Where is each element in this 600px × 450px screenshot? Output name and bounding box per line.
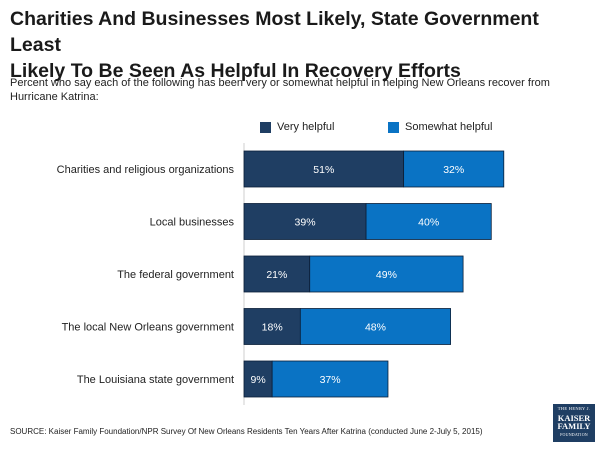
chart-title: Charities And Businesses Most Likely, St… <box>10 6 590 84</box>
data-label: 49% <box>376 269 397 281</box>
kff-logo: THE HENRY J. KAISER FAMILY FOUNDATION <box>553 404 595 442</box>
legend-swatch-somewhat-helpful <box>388 121 399 133</box>
category-label: Local businesses <box>150 217 235 229</box>
bar-somewhat-helpful <box>403 150 505 188</box>
legend-label-very-helpful: Very helpful <box>277 121 335 133</box>
chart-title-line1: Charities And Businesses Most Likely, St… <box>10 8 539 56</box>
legend-swatch-very-helpful <box>260 121 271 133</box>
category-label: The local New Orleans government <box>62 322 234 334</box>
data-label: 39% <box>295 217 316 229</box>
data-label: 48% <box>365 322 386 334</box>
legend-item-very-helpful: Very helpful <box>260 120 334 134</box>
data-label: 18% <box>262 322 283 334</box>
category-label: The federal government <box>117 269 234 281</box>
chart-title-line2: Likely To Be Seen As Helpful In Recovery… <box>10 60 461 82</box>
source-note: SOURCE: Kaiser Family Foundation/NPR Sur… <box>10 427 483 436</box>
logo-line1: THE HENRY J. <box>557 406 591 411</box>
data-label: 32% <box>443 164 464 176</box>
logo-line2: KAISER <box>557 412 591 423</box>
data-label: 40% <box>418 217 439 229</box>
chart-subtitle: Percent who say each of the following ha… <box>10 77 550 103</box>
bar-somewhat-helpful <box>299 308 451 345</box>
bar-chart: Charities and religious organizations 51%… <box>57 143 505 405</box>
bar-very-helpful <box>243 203 367 240</box>
data-label: 37% <box>320 374 341 386</box>
logo-line3: FAMILY <box>557 421 591 431</box>
bar-somewhat-helpful <box>271 360 389 398</box>
bar-somewhat-helpful <box>365 203 492 240</box>
bar-very-helpful <box>243 150 405 188</box>
category-label: The Louisiana state government <box>77 374 234 386</box>
data-label: 9% <box>250 374 265 386</box>
bar-very-helpful <box>243 308 301 345</box>
bar-somewhat-helpful <box>309 255 464 293</box>
data-label: 51% <box>313 164 334 176</box>
category-label: Charities and religious organizations <box>57 164 235 176</box>
legend-item-somewhat-helpful: Somewhat helpful <box>388 120 492 134</box>
legend-label-somewhat-helpful: Somewhat helpful <box>405 121 493 133</box>
data-label: 21% <box>266 269 287 281</box>
bar-very-helpful <box>243 255 311 293</box>
bar-very-helpful <box>243 360 273 398</box>
logo-line4: FOUNDATION <box>560 431 588 437</box>
